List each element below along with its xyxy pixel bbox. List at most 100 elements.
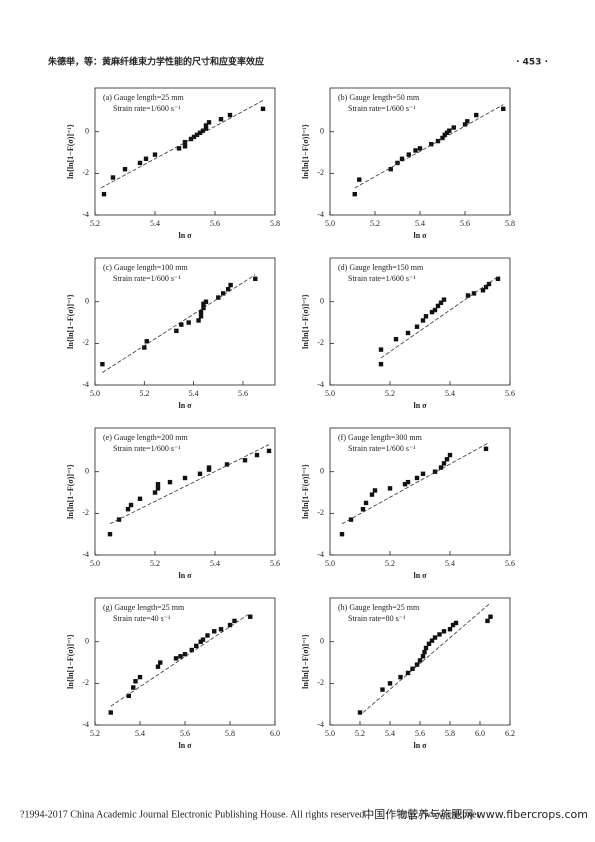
x-axis-label: ln σ	[413, 401, 427, 410]
data-point	[414, 662, 420, 667]
y-tick-label: 0	[85, 297, 89, 306]
panel-annotation: Strain rate=1/600 s⁻¹	[348, 444, 416, 453]
x-tick-label: 5.4	[210, 559, 220, 568]
data-point	[453, 620, 459, 626]
y-axis-label: ln{ln[1−F(σ)]⁻¹}	[66, 294, 75, 349]
data-point	[266, 448, 272, 454]
y-axis-label: ln{ln[1−F(σ)]⁻¹}	[301, 294, 310, 349]
x-tick-label: 5.2	[90, 219, 100, 228]
x-axis-label: ln σ	[178, 571, 192, 580]
data-point	[357, 177, 362, 182]
data-point	[186, 320, 191, 325]
x-tick-label: 5.4	[189, 389, 199, 398]
data-point	[218, 627, 224, 632]
x-tick-label: 5.6	[415, 729, 425, 738]
data-point	[442, 132, 447, 138]
y-tick-label: -4	[317, 720, 324, 729]
data-point	[422, 649, 427, 655]
x-tick-label: 5.4	[135, 729, 145, 738]
data-point	[432, 635, 438, 640]
plot-frame	[94, 87, 276, 216]
plot-frame	[329, 257, 511, 386]
running-title: 朱德举，等：黄麻纤维束力学性能的尺寸和应变率效应	[47, 56, 264, 68]
data-point	[174, 328, 179, 334]
x-tick-label: 5.4	[445, 389, 455, 398]
fit-line	[109, 444, 270, 525]
data-point	[254, 452, 260, 458]
data-point	[357, 710, 363, 715]
y-axis-label: ln{ln[1−F(σ)]⁻¹}	[66, 124, 75, 179]
y-tick-label: 0	[85, 637, 89, 646]
y-tick-label: -2	[317, 338, 324, 347]
data-point	[413, 148, 418, 153]
x-tick-label: 5.0	[325, 389, 335, 398]
data-point	[486, 281, 492, 287]
data-point	[405, 670, 411, 676]
data-point	[432, 307, 438, 313]
x-tick-label: 5.6	[210, 219, 220, 228]
data-point	[221, 291, 226, 296]
data-point	[206, 465, 212, 470]
x-tick-label: 5.6	[505, 559, 515, 568]
x-axis-label: ln σ	[413, 741, 427, 750]
data-point	[437, 632, 442, 637]
data-point	[131, 685, 136, 690]
x-tick-label: 6.0	[270, 729, 280, 738]
x-tick-label: 5.2	[355, 729, 365, 738]
data-point	[388, 166, 393, 172]
plot-frame	[94, 257, 276, 386]
data-point	[152, 152, 158, 157]
data-point	[420, 471, 426, 477]
data-point	[352, 191, 357, 197]
data-point	[224, 462, 230, 467]
x-tick-label: 5.0	[90, 389, 100, 398]
data-point	[488, 614, 493, 619]
x-axis-label: ln σ	[413, 571, 427, 580]
data-point	[441, 297, 447, 302]
data-point	[133, 679, 138, 684]
data-point	[420, 318, 426, 323]
data-point	[435, 303, 441, 309]
data-point	[465, 293, 471, 298]
data-point	[242, 458, 248, 463]
data-point	[191, 134, 197, 140]
data-point	[395, 160, 400, 166]
y-tick-label: -2	[317, 508, 324, 517]
data-point	[197, 471, 203, 477]
data-point	[423, 314, 429, 319]
data-point	[182, 139, 188, 145]
data-point	[101, 191, 107, 197]
data-point	[405, 330, 411, 336]
data-point	[110, 175, 116, 180]
x-tick-label: 6.2	[505, 729, 515, 738]
data-point	[200, 128, 206, 133]
x-tick-label: 5.8	[505, 219, 515, 228]
data-point	[501, 106, 506, 112]
data-point	[417, 146, 423, 151]
data-point	[155, 482, 161, 487]
data-point	[201, 301, 206, 307]
data-point	[203, 126, 209, 131]
data-point	[435, 138, 441, 144]
y-tick-label: -4	[317, 550, 324, 559]
panel-annotation: Strain rate=80 s⁻¹	[348, 614, 406, 623]
data-point	[198, 639, 203, 644]
panel-annotation: Strain rate=1/600 s⁻¹	[348, 104, 416, 113]
data-point	[402, 482, 408, 487]
y-tick-label: -4	[317, 210, 324, 219]
data-point	[399, 156, 405, 161]
data-point	[483, 284, 489, 290]
y-axis-label: ln{ln[1−F(σ)]⁻¹}	[301, 464, 310, 519]
y-tick-label: -2	[82, 508, 89, 517]
data-point	[440, 135, 445, 141]
data-point	[447, 452, 453, 458]
y-tick-label: -2	[82, 168, 89, 177]
data-point	[137, 674, 143, 680]
data-point	[438, 300, 444, 305]
data-point	[228, 282, 233, 288]
data-point	[182, 475, 188, 481]
data-point	[405, 479, 411, 485]
data-point	[441, 461, 447, 466]
y-tick-label: -2	[82, 678, 89, 687]
x-tick-label: 6.0	[475, 729, 485, 738]
